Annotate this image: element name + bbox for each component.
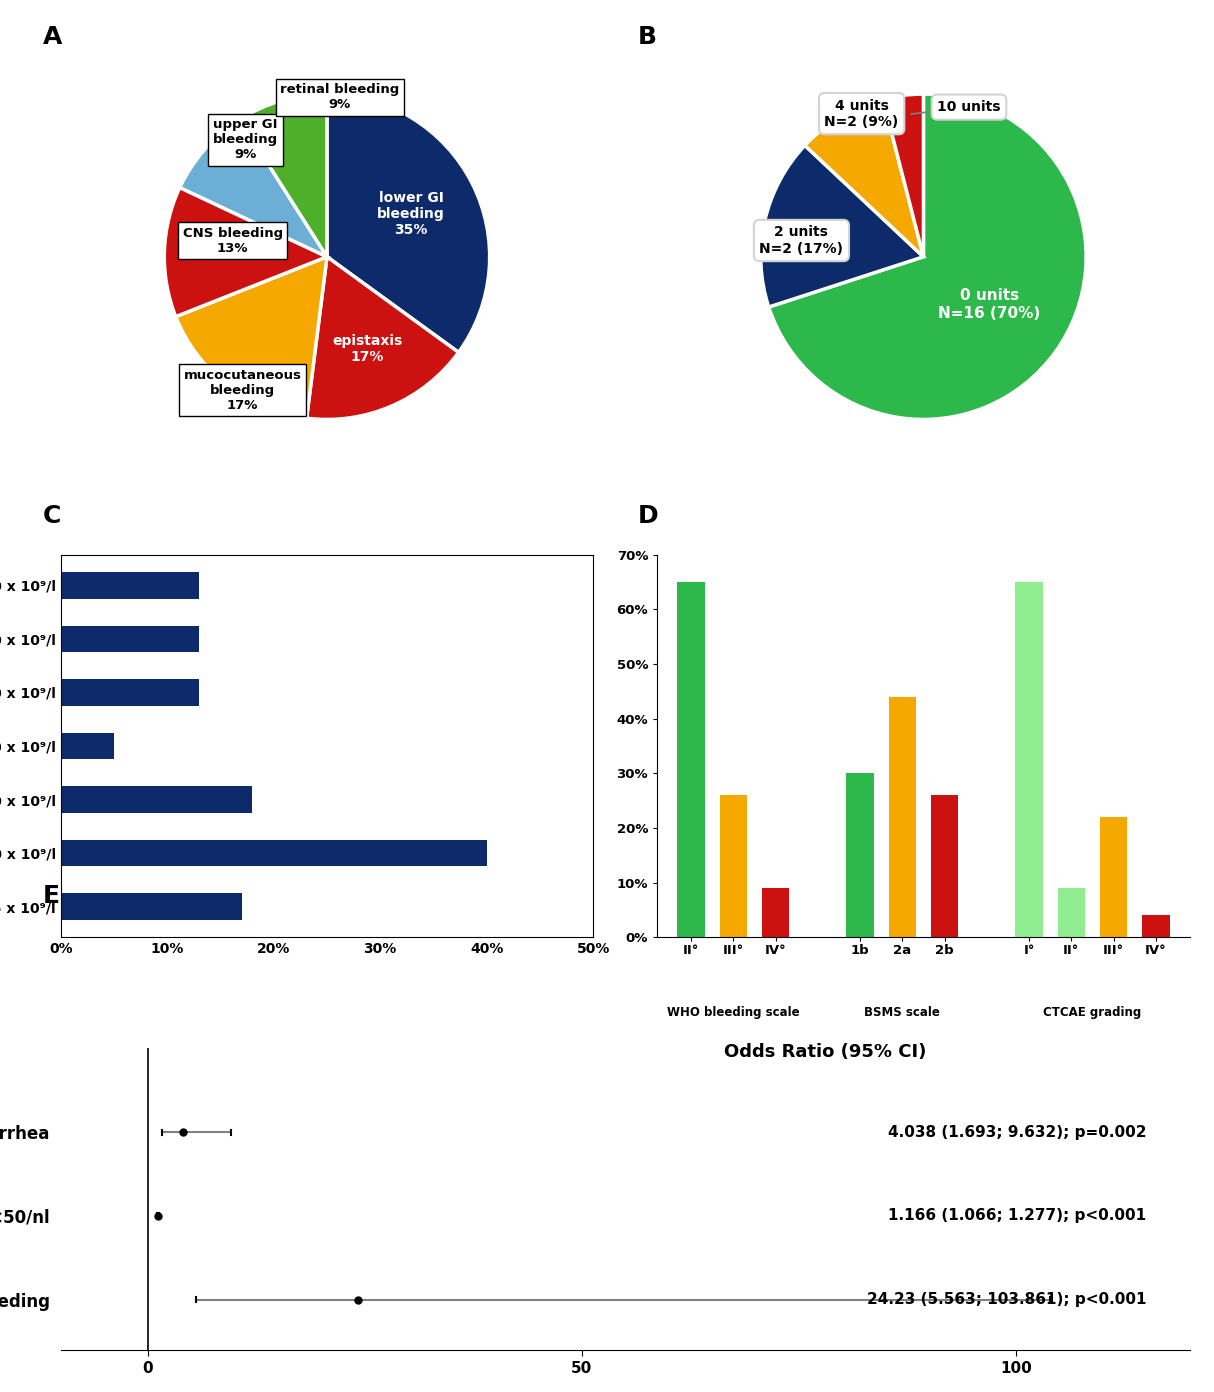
Text: BSMS scale: BSMS scale [864,1005,941,1019]
Text: 1.166 (1.066; 1.277); p<0.001: 1.166 (1.066; 1.277); p<0.001 [889,1208,1146,1224]
Wedge shape [307,256,459,419]
Text: epistaxis
17%: epistaxis 17% [331,334,402,365]
Text: E: E [42,884,59,908]
Text: 4 units
N=2 (9%): 4 units N=2 (9%) [824,99,898,128]
Bar [677,582,704,937]
Bar [1015,582,1043,937]
Text: CTCAE grading: CTCAE grading [1043,1005,1141,1019]
Bar [61,732,114,760]
Bar [761,888,789,937]
Text: Odds Ratio (95% CI): Odds Ratio (95% CI) [724,1043,926,1061]
Text: mucocutaneous
bleeding
17%: mucocutaneous bleeding 17% [183,369,301,412]
Bar [61,572,199,599]
Text: 2 units
N=2 (17%): 2 units N=2 (17%) [760,226,844,256]
Bar [889,697,917,937]
Text: 10 units: 10 units [910,100,1000,114]
Bar [61,679,199,706]
Text: D: D [637,504,658,528]
Text: C: C [42,504,61,528]
Bar [61,839,487,866]
Text: CNS bleeding
13%: CNS bleeding 13% [182,227,283,255]
Wedge shape [805,99,924,256]
Text: WHO bleeding scale: WHO bleeding scale [666,1005,800,1019]
Bar [61,625,199,653]
Wedge shape [164,188,327,316]
Wedge shape [180,120,327,256]
Bar [61,894,242,920]
Wedge shape [768,95,1087,419]
Wedge shape [240,95,327,256]
Bar [931,795,958,937]
Bar [1100,817,1128,937]
Wedge shape [327,95,489,352]
Text: 24.23 (5.563; 103.861); p<0.001: 24.23 (5.563; 103.861); p<0.001 [867,1292,1146,1307]
Text: A: A [42,25,62,49]
Wedge shape [176,256,327,418]
Text: upper GI
bleeding
9%: upper GI bleeding 9% [214,118,278,161]
Bar [61,786,253,813]
Text: B: B [637,25,657,49]
Wedge shape [761,145,924,308]
Bar [1142,916,1169,937]
Text: 4.038 (1.693; 9.632); p=0.002: 4.038 (1.693; 9.632); p=0.002 [887,1125,1146,1140]
Wedge shape [883,95,924,256]
Text: retinal bleeding
9%: retinal bleeding 9% [280,84,399,117]
Bar [1057,888,1085,937]
Bar [846,774,874,937]
Text: lower GI
bleeding
35%: lower GI bleeding 35% [378,191,444,237]
Text: 0 units
N=16 (70%): 0 units N=16 (70%) [938,288,1040,320]
Bar [720,795,747,937]
